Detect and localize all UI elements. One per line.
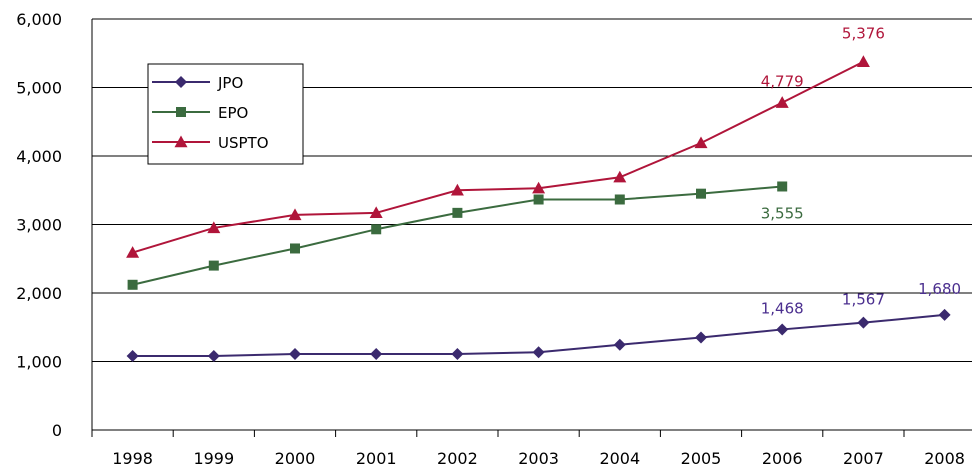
- x-tick-label: 1998: [112, 449, 153, 468]
- data-point-epo: [777, 181, 788, 192]
- data-point-uspto: [532, 181, 546, 194]
- data-point-uspto: [613, 170, 627, 183]
- data-point-epo: [371, 224, 382, 235]
- data-point-jpo: [289, 347, 301, 360]
- y-tick-label: 0: [52, 421, 62, 440]
- data-point-epo: [452, 207, 463, 218]
- series-line-uspto: [132, 60, 864, 254]
- data-point-epo: [533, 194, 544, 205]
- data-point-uspto: [450, 183, 464, 196]
- data-point-jpo: [776, 323, 789, 336]
- data-point-jpo: [613, 338, 626, 351]
- x-tick-label: 2001: [356, 449, 397, 468]
- x-tick-label: 2000: [275, 449, 316, 468]
- x-tick-label: 2008: [924, 449, 965, 468]
- data-point-epo: [290, 243, 300, 254]
- legend-marker-jpo: [175, 76, 187, 88]
- x-tick-label: 2005: [681, 449, 722, 468]
- data-point-jpo: [857, 316, 870, 329]
- data-point-epo: [127, 279, 138, 290]
- y-tick-label: 3,000: [16, 216, 62, 235]
- legend-marker-uspto: [174, 135, 188, 148]
- data-point-uspto: [369, 206, 383, 219]
- data-label-uspto: 5,376: [842, 25, 885, 43]
- data-point-epo: [614, 194, 625, 205]
- data-point-uspto: [775, 96, 789, 108]
- x-tick-label: 1999: [193, 449, 234, 468]
- data-point-epo: [208, 260, 219, 271]
- y-tick-label: 6,000: [16, 10, 62, 29]
- x-tick-label: 2006: [762, 449, 803, 468]
- data-point-jpo: [370, 347, 383, 360]
- data-point-uspto: [126, 246, 140, 258]
- data-point-jpo: [532, 346, 545, 359]
- x-tick-label: 2007: [843, 449, 884, 468]
- data-point-uspto: [288, 208, 302, 221]
- data-point-uspto: [856, 55, 870, 67]
- legend-marker-epo: [176, 107, 186, 117]
- x-tick-label: 2003: [518, 449, 559, 468]
- y-tick-label: 2,000: [16, 284, 62, 303]
- x-tick-label: 2004: [599, 449, 640, 468]
- data-point-jpo: [938, 308, 951, 321]
- series-line-epo: [132, 185, 783, 286]
- data-point-epo: [696, 188, 706, 199]
- data-point-uspto: [694, 136, 708, 149]
- data-label-jpo: 1,680: [918, 280, 961, 298]
- legend-label-uspto: USPTO: [218, 134, 269, 152]
- data-point-uspto: [207, 221, 221, 234]
- data-point-jpo: [451, 347, 464, 360]
- y-tick-label: 5,000: [16, 79, 62, 98]
- data-label-jpo: 1,567: [842, 291, 885, 309]
- legend-label-epo: EPO: [218, 104, 248, 122]
- data-label-uspto: 4,779: [761, 73, 804, 91]
- x-tick-label: 2002: [437, 449, 478, 468]
- data-label-jpo: 1,468: [761, 299, 804, 317]
- y-tick-label: 1,000: [16, 353, 62, 372]
- legend-box: [147, 63, 304, 165]
- legend-label-jpo: JPO: [217, 74, 243, 92]
- data-point-jpo: [126, 350, 139, 363]
- data-label-epo: 3,555: [761, 204, 804, 222]
- y-tick-label: 4,000: [16, 147, 62, 166]
- data-point-jpo: [207, 350, 220, 363]
- data-point-jpo: [695, 331, 707, 344]
